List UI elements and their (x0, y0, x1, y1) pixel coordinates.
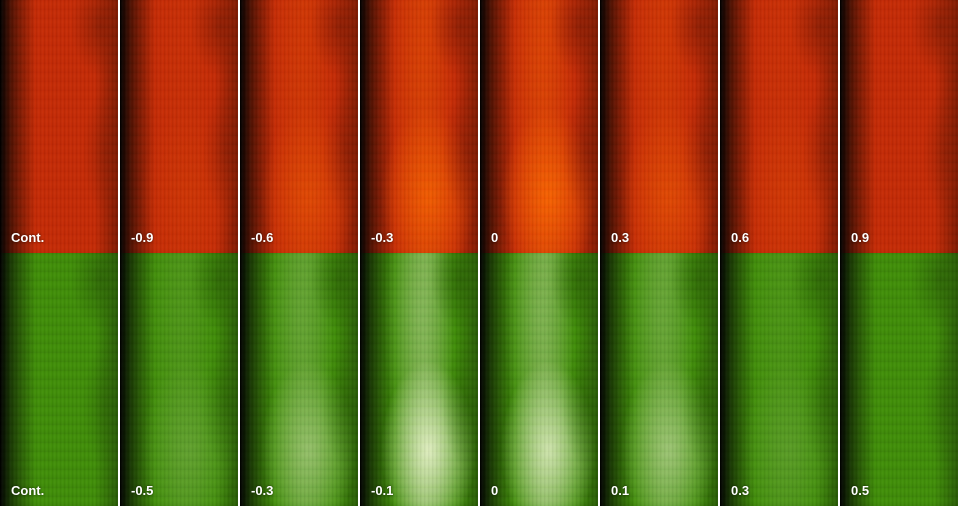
panel-label: 0 (491, 230, 499, 245)
image-panel: 0.3 (720, 253, 838, 506)
panel-label: 0.3 (731, 483, 750, 498)
image-panel: Cont. (0, 253, 118, 506)
panel-label: Cont. (11, 230, 45, 245)
image-panel: 0.9 (840, 0, 958, 253)
panel-label: -0.9 (131, 230, 154, 245)
panel-label: 0.1 (611, 483, 630, 498)
panel-label: -0.6 (251, 230, 274, 245)
image-panel: 0.6 (720, 0, 838, 253)
panel-label: -0.3 (371, 230, 394, 245)
panel-label: -0.5 (131, 483, 154, 498)
panel-label: 0 (491, 483, 499, 498)
image-panel: -0.3 (360, 0, 478, 253)
panel-label: 0.5 (851, 483, 870, 498)
image-panel: -0.1 (360, 253, 478, 506)
image-panel: 0.5 (840, 253, 958, 506)
image-panel: -0.3 (240, 253, 358, 506)
panel-label: Cont. (11, 483, 45, 498)
image-panel: -0.6 (240, 0, 358, 253)
green-row: Cont. -0.5 -0.3 -0.1 0 0.1 0.3 0.5 (0, 253, 960, 506)
panel-label: -0.3 (251, 483, 274, 498)
panel-label: 0.6 (731, 230, 750, 245)
image-panel: Cont. (0, 0, 118, 253)
image-panel: 0.3 (600, 0, 718, 253)
image-panel: -0.9 (120, 0, 238, 253)
image-panel: 0 (480, 0, 598, 253)
panel-label: -0.1 (371, 483, 394, 498)
panel-label: 0.9 (851, 230, 870, 245)
image-panel: 0 (480, 253, 598, 506)
red-row: Cont. -0.9 -0.6 -0.3 0 0.3 0.6 0.9 (0, 0, 958, 253)
image-panel: 0.1 (600, 253, 718, 506)
panel-label: 0.3 (611, 230, 630, 245)
image-panel: -0.5 (120, 253, 238, 506)
